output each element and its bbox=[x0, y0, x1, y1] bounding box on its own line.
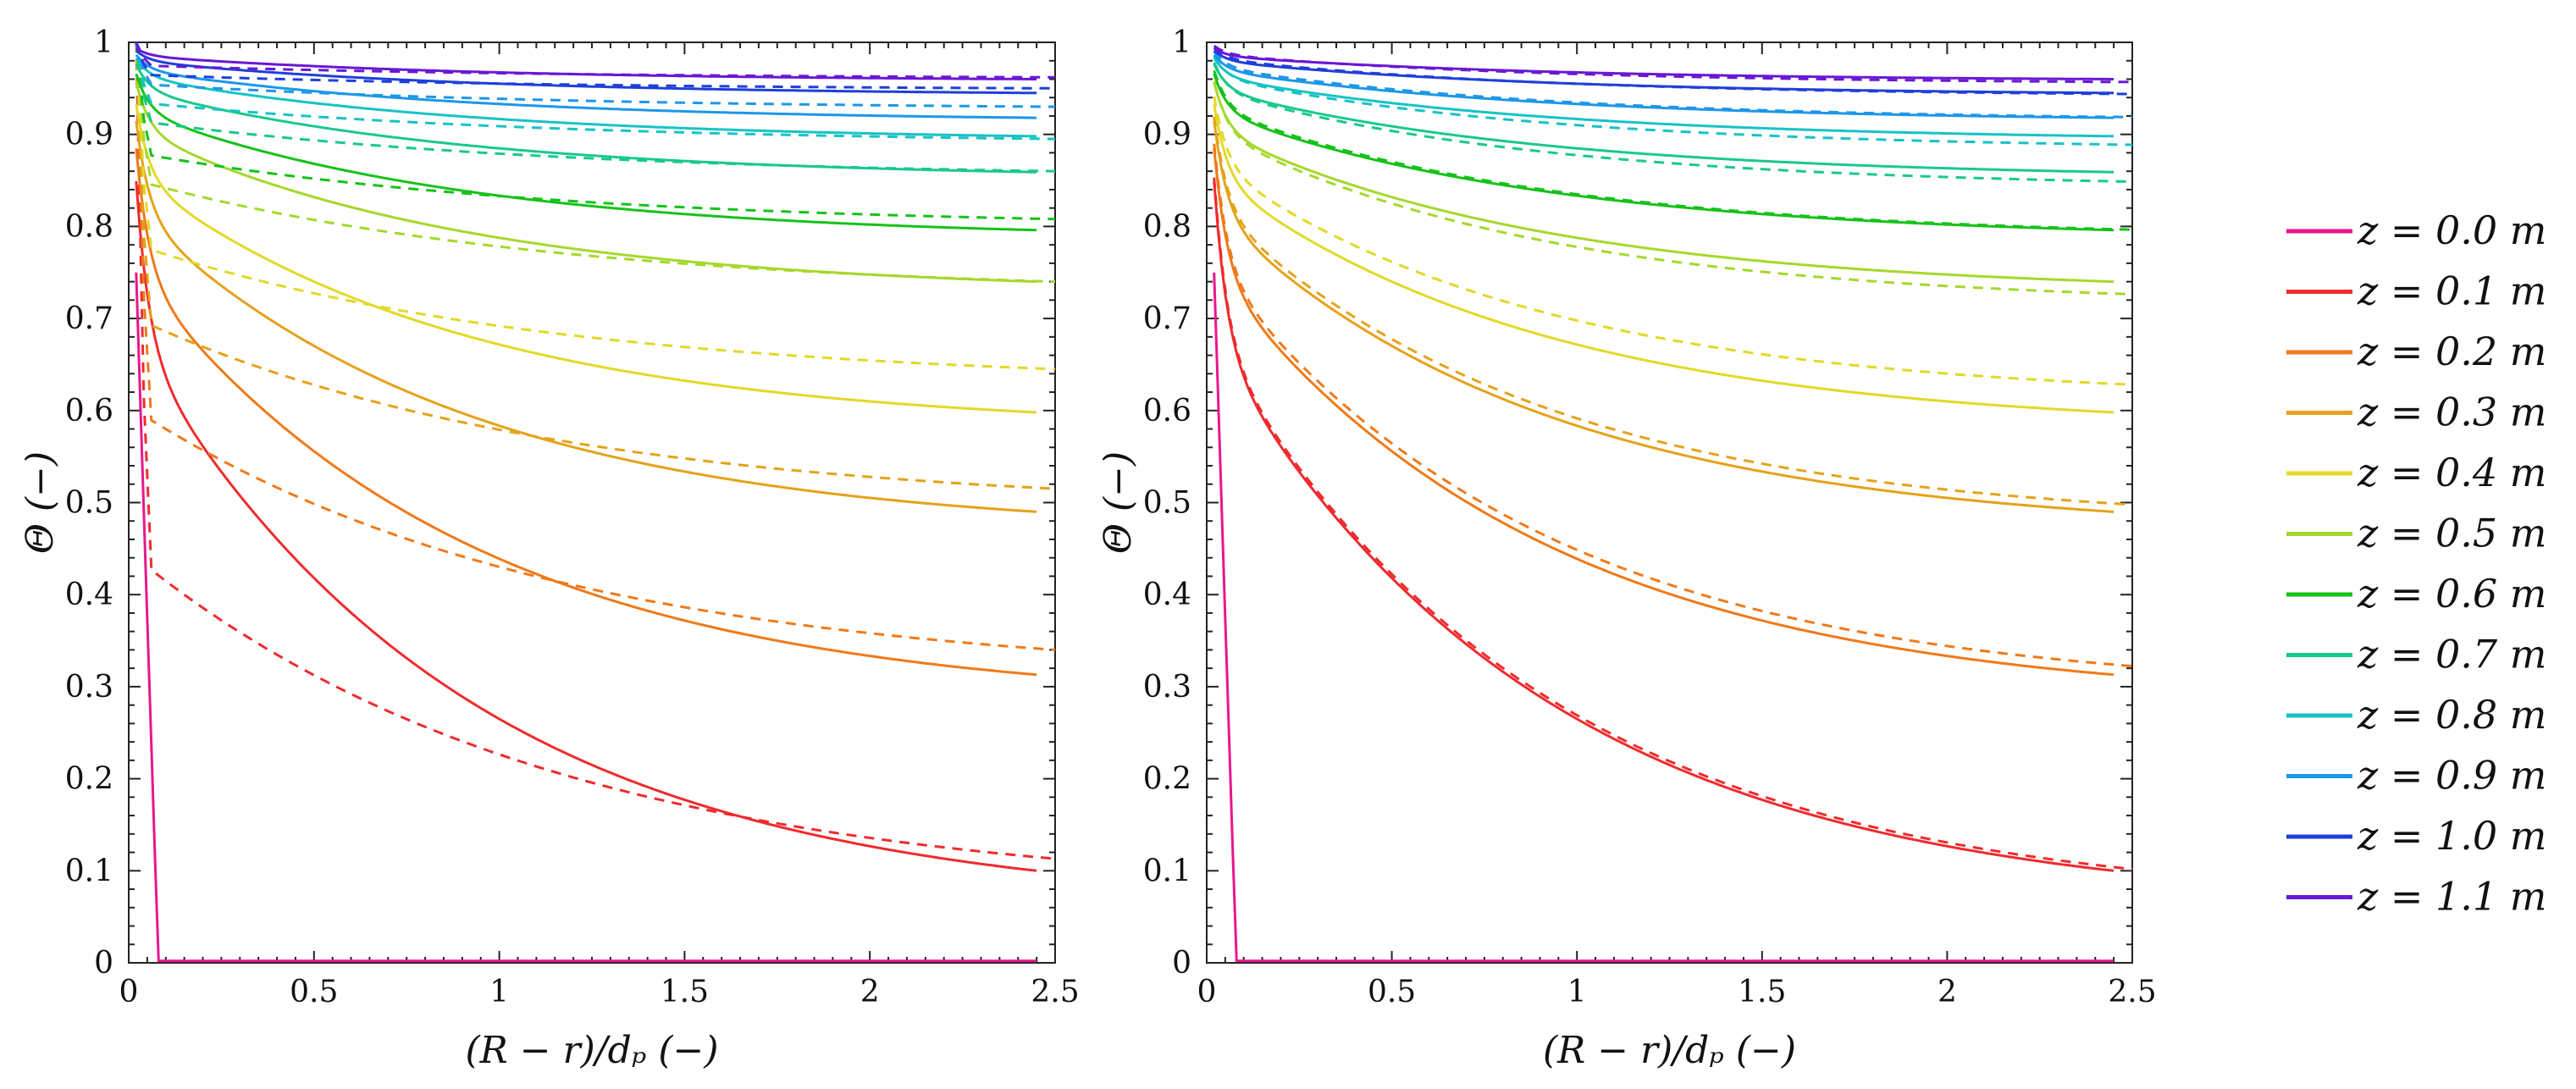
y-tick-label: 0.3 bbox=[65, 670, 113, 705]
left-panel: 0 0.5 1 1.5 2 2.5 0 0.1 0.2 0.3 0.4 0.5 0.6 0.7 0.8 0.9… bbox=[19, 25, 1080, 1072]
series-line-solid bbox=[135, 120, 1037, 513]
y-tick-label: 0.3 bbox=[1143, 670, 1191, 705]
legend-label: z = 1.1 m bbox=[2357, 874, 2546, 920]
x-tick-label: 1 bbox=[489, 975, 509, 1009]
y-tick-label: 0.7 bbox=[65, 301, 113, 336]
y-tick-label: 0.1 bbox=[65, 854, 113, 888]
legend-label: z = 0.6 m bbox=[2357, 571, 2546, 616]
series-line-dashed bbox=[135, 41, 1056, 173]
y-tick-label: 0.9 bbox=[65, 118, 113, 152]
x-tick-label: 1.5 bbox=[661, 975, 709, 1009]
y-tick-label: 1 bbox=[94, 25, 113, 60]
x-tick-label: 2.5 bbox=[2108, 975, 2156, 1009]
series-line-solid bbox=[1213, 148, 2114, 677]
series-line-solid bbox=[135, 180, 1037, 872]
x-tick-label: 2.5 bbox=[1031, 975, 1079, 1009]
legend-label: z = 0.2 m bbox=[2357, 329, 2546, 374]
series-line-solid bbox=[1213, 81, 2114, 284]
series-line-dashed bbox=[1213, 51, 2133, 119]
y-axis-label: Θ (−) bbox=[19, 451, 62, 554]
y-tick-label: 0.2 bbox=[65, 762, 113, 797]
series-line-dashed bbox=[135, 41, 1056, 490]
right-panel: 0 0.5 1 1.5 2 2.5 0 0.1 0.2 0.3 0.4 0.5 0.6 0.7 0.8 0.9… bbox=[1097, 25, 2157, 1072]
x-tick-label: 0 bbox=[1197, 975, 1217, 1009]
x-tick-label: 2 bbox=[1938, 975, 1957, 1009]
series-line-solid bbox=[1213, 104, 2114, 414]
y-tick-label: 0.8 bbox=[1143, 209, 1191, 244]
series-line-dashed bbox=[1213, 177, 2133, 871]
legend-label: z = 0.7 m bbox=[2357, 632, 2546, 677]
series-line-dashed bbox=[1213, 47, 2132, 96]
y-tick-label: 0.6 bbox=[1143, 394, 1191, 428]
y-tick-label: 0.7 bbox=[1143, 301, 1191, 336]
series-line-dashed bbox=[135, 41, 1056, 371]
series-line-dashed bbox=[1213, 143, 2133, 668]
y-tick-label: 0.5 bbox=[65, 486, 113, 521]
series-line-solid bbox=[1213, 47, 2114, 80]
series-line-dashed bbox=[135, 41, 1056, 141]
series-line-solid bbox=[135, 53, 1037, 119]
legend-label: z = 0.5 m bbox=[2357, 511, 2546, 556]
x-tick-label: 1 bbox=[1567, 975, 1587, 1009]
legend-label: z = 0.8 m bbox=[2357, 692, 2546, 738]
series-line-solid bbox=[1213, 272, 2114, 963]
series-line-solid bbox=[1213, 64, 2114, 174]
series-line-dashed bbox=[135, 41, 1056, 651]
series-line-solid bbox=[135, 73, 1037, 232]
series-line-solid bbox=[1213, 57, 2114, 138]
legend-label: z = 0.9 m bbox=[2357, 753, 2546, 799]
y-tick-label: 0.4 bbox=[65, 578, 113, 612]
y-axis-label: Θ (−) bbox=[1097, 451, 1140, 554]
y-tick-label: 0 bbox=[1172, 946, 1191, 981]
series-line-dashed bbox=[135, 41, 1056, 90]
legend-label: z = 1.0 m bbox=[2357, 813, 2546, 859]
x-tick-label: 1.5 bbox=[1738, 975, 1786, 1009]
x-tick-label: 0 bbox=[119, 975, 139, 1009]
series-line-dashed bbox=[1213, 62, 2133, 184]
series-line-dashed bbox=[1213, 55, 2133, 146]
legend: z = 0.0 m z = 0.1 m z = 0.2 m z = 0.3 m z = … bbox=[2286, 207, 2546, 920]
series-line-dashed bbox=[1213, 80, 2133, 296]
y-tick-label: 0.6 bbox=[65, 394, 113, 428]
legend-label: z = 0.1 m bbox=[2357, 268, 2546, 314]
legend-label: z = 0.0 m bbox=[2357, 207, 2546, 253]
series-line-dashed bbox=[135, 41, 1055, 79]
series-line-solid bbox=[1213, 180, 2114, 872]
series-line-dashed bbox=[1213, 44, 2133, 84]
y-tick-label: 1 bbox=[1172, 25, 1191, 60]
y-tick-label: 0 bbox=[94, 946, 113, 981]
x-axis-label: (R − r)/dₚ (−) bbox=[1543, 1029, 1796, 1072]
series-line-dashed bbox=[1213, 116, 2133, 506]
series-line-solid bbox=[135, 57, 1037, 138]
y-tick-label: 0.9 bbox=[1143, 118, 1191, 152]
series-line-solid bbox=[135, 82, 1037, 284]
series-line-dashed bbox=[135, 41, 1056, 221]
series-line-solid bbox=[1213, 53, 2114, 119]
legend-label: z = 0.3 m bbox=[2357, 390, 2546, 435]
series-line-solid bbox=[135, 49, 1037, 95]
y-tick-label: 0.4 bbox=[1143, 578, 1191, 612]
series-line-solid bbox=[1213, 120, 2114, 513]
y-tick-label: 0.5 bbox=[1143, 486, 1191, 521]
series-line-solid bbox=[135, 148, 1037, 677]
x-tick-label: 2 bbox=[860, 975, 880, 1009]
series-line-solid bbox=[135, 104, 1037, 414]
x-tick-label: 0.5 bbox=[290, 975, 338, 1009]
series-line-dashed bbox=[135, 41, 1056, 860]
series-line-dashed bbox=[135, 41, 1056, 284]
x-tick-label: 0.5 bbox=[1368, 975, 1416, 1009]
legend-label: z = 0.4 m bbox=[2357, 450, 2546, 495]
x-axis-label: (R − r)/dₚ (−) bbox=[465, 1029, 718, 1072]
y-tick-label: 0.8 bbox=[65, 209, 113, 244]
series-line-dashed bbox=[1213, 69, 2133, 231]
series-line-dashed bbox=[1213, 96, 2133, 386]
series-line-dashed bbox=[135, 41, 1056, 108]
y-tick-label: 0.1 bbox=[1143, 854, 1191, 888]
series-line-solid bbox=[135, 64, 1037, 174]
y-tick-label: 0.2 bbox=[1143, 762, 1191, 797]
series-line-solid bbox=[135, 272, 1037, 963]
